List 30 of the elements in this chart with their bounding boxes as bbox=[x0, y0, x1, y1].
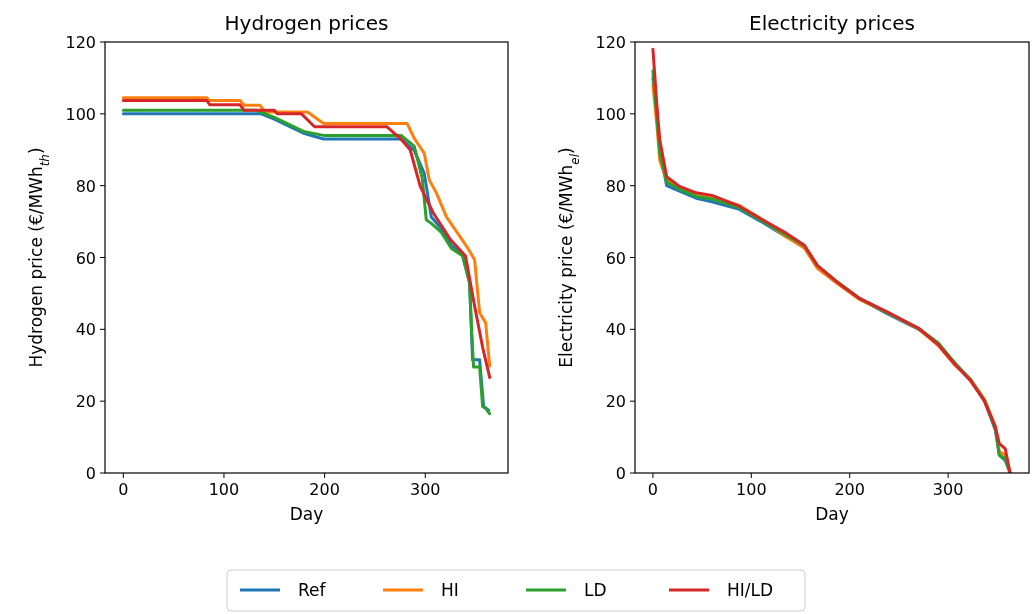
legend-label: Ref bbox=[298, 580, 327, 600]
x-tick-label: 300 bbox=[932, 480, 964, 499]
y-tick-label: 20 bbox=[75, 392, 96, 412]
y-tick-label: 100 bbox=[65, 104, 96, 124]
chart-title: Electricity prices bbox=[749, 11, 915, 35]
y-tick-label: 0 bbox=[85, 464, 96, 483]
y-tick-label: 0 bbox=[615, 464, 626, 483]
y-tick-label: 100 bbox=[595, 104, 626, 124]
x-axis-title: Day bbox=[815, 504, 849, 524]
x-tick-label: 0 bbox=[647, 480, 658, 499]
chart-title: Hydrogen prices bbox=[224, 11, 389, 35]
x-tick-label: 200 bbox=[309, 480, 340, 499]
x-axis-title: Day bbox=[289, 504, 324, 524]
y-tick-label: 60 bbox=[605, 248, 626, 268]
legend-label: HI/LD bbox=[727, 580, 774, 600]
y-tick-label: 80 bbox=[75, 176, 96, 196]
legend-label: LD bbox=[584, 580, 607, 600]
y-tick-label: 120 bbox=[65, 33, 96, 52]
y-tick-label: 80 bbox=[605, 176, 626, 196]
y-tick-label: 60 bbox=[75, 248, 96, 268]
x-tick-label: 200 bbox=[834, 480, 865, 499]
x-tick-label: 100 bbox=[208, 480, 240, 499]
x-tick-label: 0 bbox=[118, 480, 129, 499]
y-tick-label: 40 bbox=[75, 320, 96, 340]
legend-label: HI bbox=[441, 580, 459, 600]
y-tick-label: 40 bbox=[605, 320, 626, 340]
y-tick-label: 20 bbox=[605, 392, 626, 412]
y-tick-label: 120 bbox=[595, 33, 626, 52]
x-tick-label: 100 bbox=[736, 480, 767, 499]
x-tick-label: 300 bbox=[409, 480, 441, 499]
